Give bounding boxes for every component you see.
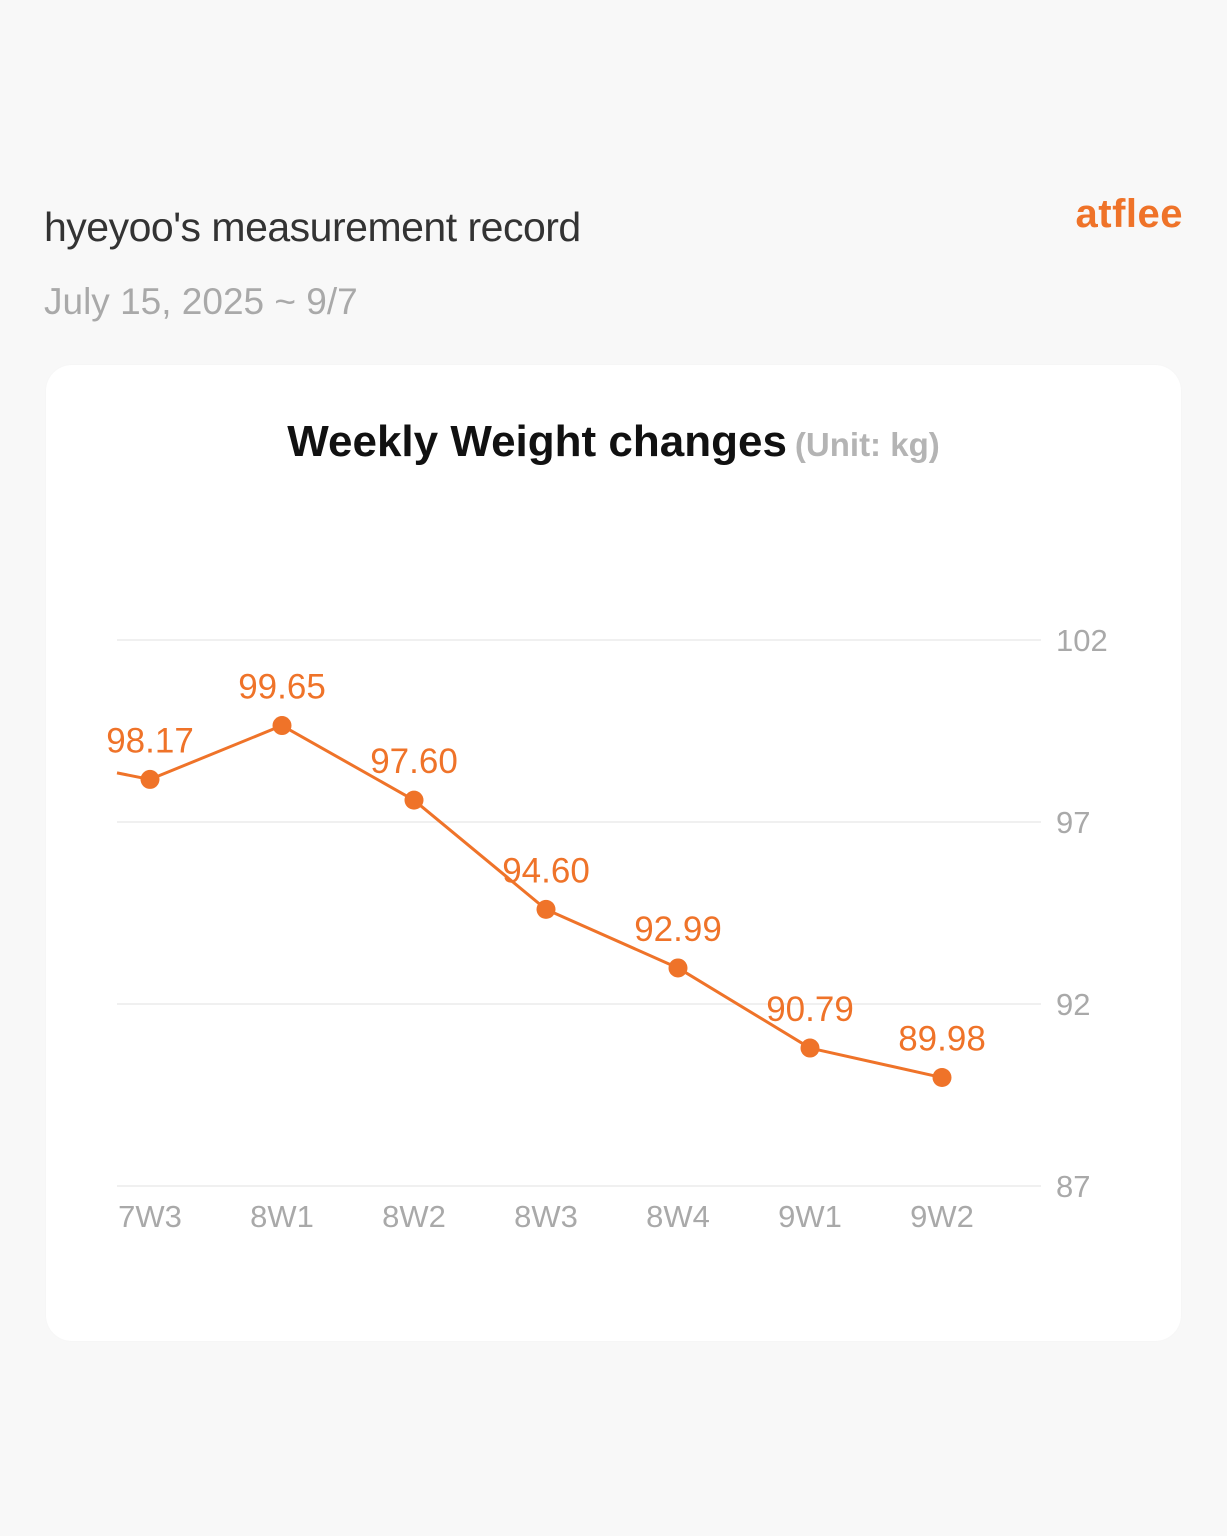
y-tick-label: 102	[1056, 623, 1108, 658]
x-tick-label: 9W2	[910, 1199, 974, 1234]
data-point	[800, 1038, 820, 1058]
brand-logo: atflee	[1075, 192, 1183, 236]
y-tick-label: 97	[1056, 805, 1090, 840]
data-label: 94.60	[502, 851, 590, 890]
x-tick-label: 8W3	[514, 1199, 578, 1234]
date-range: July 15, 2025 ~ 9/7	[44, 281, 358, 322]
y-tick-label: 92	[1056, 987, 1090, 1022]
weight-line-chart: 102 97 92 87 7W3 8W1 8W2 8W3 8W4 9W1 9W2 98.17 99.65…	[106, 623, 1108, 1234]
data-point	[272, 716, 292, 736]
page-title: hyeyoo's measurement record	[44, 204, 581, 250]
x-tick-label: 8W1	[250, 1199, 314, 1234]
x-tick-label: 7W3	[118, 1199, 182, 1234]
data-point	[404, 790, 424, 810]
y-tick-label: 87	[1056, 1169, 1090, 1204]
x-tick-label: 9W1	[778, 1199, 842, 1234]
data-point	[140, 769, 160, 789]
series-line	[116, 724, 943, 1079]
data-label: 97.60	[370, 742, 458, 781]
data-label: 99.65	[238, 668, 326, 707]
data-label: 92.99	[634, 910, 722, 949]
weekly-weight-chart-card: Weekly Weight changes (Unit: kg) 102 97 92 8…	[46, 365, 1181, 1341]
data-label: 89.98	[898, 1020, 986, 1059]
chart-heading: Weekly Weight changes (Unit: kg)	[46, 417, 1181, 467]
chart-title: Weekly Weight changes	[287, 417, 787, 466]
x-tick-label: 8W4	[646, 1199, 710, 1234]
data-label: 90.79	[766, 990, 854, 1029]
data-point	[668, 958, 688, 978]
data-point	[932, 1068, 952, 1088]
chart-unit-label: (Unit: kg)	[794, 426, 940, 463]
x-tick-label: 8W2	[382, 1199, 446, 1234]
data-point	[536, 899, 556, 919]
data-label: 98.17	[106, 721, 194, 760]
